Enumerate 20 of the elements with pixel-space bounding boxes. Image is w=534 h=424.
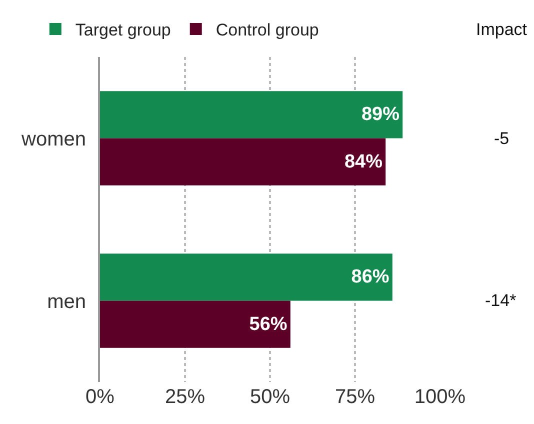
text: -14*	[485, 291, 517, 310]
text: -5	[494, 129, 510, 148]
legend-label: Control group	[216, 20, 319, 40]
data-label: 56%	[249, 314, 288, 335]
data-label: 86%	[351, 266, 390, 288]
text: Impact	[476, 20, 528, 39]
x-tick-label: 75%	[334, 386, 376, 408]
data-label: 89%	[361, 104, 400, 126]
x-tick-label: 100%	[414, 386, 466, 408]
bar	[100, 300, 290, 348]
bar	[100, 138, 386, 186]
y-tick-label: women	[20, 128, 86, 150]
bar	[100, 91, 403, 138]
data-label: 84%	[344, 151, 383, 172]
y-tick-label: men	[47, 290, 86, 313]
x-tick-label: 50%	[250, 386, 290, 408]
x-tick-label: 0%	[86, 386, 115, 408]
legend-label: Target group	[75, 20, 171, 40]
x-tick-label: 25%	[164, 386, 206, 408]
bar	[100, 254, 392, 301]
